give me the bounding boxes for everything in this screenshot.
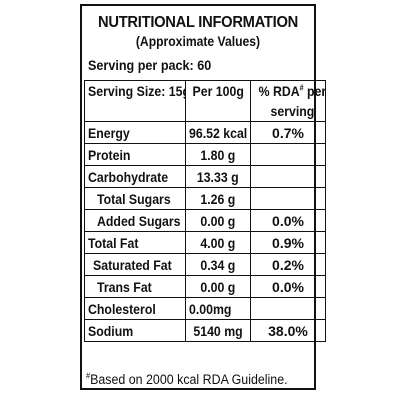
label-title: NUTRITIONAL INFORMATION	[98, 14, 298, 31]
nutrient-rda: 0.0%	[250, 275, 326, 298]
nutrient-rda	[250, 187, 326, 210]
nutrient-per100: 96.52 kcal	[185, 121, 251, 144]
table-row: Sodium 5140 mg 38.0%	[84, 319, 326, 342]
nutrient-rda	[250, 143, 326, 166]
nutrient-name: Carbohydrate	[84, 165, 186, 188]
nutrient-rda: 0.0%	[250, 209, 326, 232]
nutrient-per100: 1.26 g	[185, 187, 251, 210]
nutrient-rda	[250, 165, 326, 188]
table-row: Total Fat 4.00 g 0.9%	[84, 231, 326, 254]
table-row: Added Sugars 0.00 g 0.0%	[84, 209, 326, 232]
nutrient-rda: 0.9%	[250, 231, 326, 254]
table-row: Protein 1.80 g	[84, 143, 326, 166]
nutrient-name: Added Sugars	[84, 209, 186, 232]
nutrient-per100: 1.80 g	[185, 143, 251, 166]
nutrient-rda: 0.2%	[250, 253, 326, 276]
table-row: Energy 96.52 kcal 0.7%	[84, 121, 326, 144]
nutrition-table: Serving Size: 15g Per 100g % RDA# per ser…	[84, 80, 326, 342]
label-subtitle: (Approximate Values)	[135, 34, 261, 49]
footnote: #Based on 2000 kcal RDA Guideline.	[86, 371, 288, 387]
nutrient-per100: 0.34 g	[185, 253, 251, 276]
table-row: Trans Fat 0.00 g 0.0%	[84, 275, 326, 298]
nutrient-per100: 0.00mg	[185, 297, 251, 320]
nutrient-name: Total Sugars	[84, 187, 186, 210]
nutrient-per100: 0.00 g	[185, 209, 251, 232]
nutrient-name: Energy	[84, 121, 186, 144]
table-row: Total Sugars 1.26 g	[84, 187, 326, 210]
nutrient-per100: 13.33 g	[185, 165, 251, 188]
nutrient-name: Cholesterol	[84, 297, 186, 320]
nutrient-rda: 0.7%	[250, 121, 326, 144]
nutrient-rda: 38.0%	[250, 319, 326, 342]
serving-per-pack: Serving per pack: 60	[88, 57, 212, 73]
nutrient-per100: 0.00 g	[185, 275, 251, 298]
header-per-100g: Per 100g	[185, 80, 251, 122]
nutrient-rda	[250, 297, 326, 320]
nutrient-per100: 5140 mg	[185, 319, 251, 342]
nutrient-name: Protein	[84, 143, 186, 166]
table-row: Carbohydrate 13.33 g	[84, 165, 326, 188]
header-serving-size: Serving Size: 15g	[84, 80, 186, 122]
nutrient-name: Total Fat	[84, 231, 186, 254]
nutrient-per100: 4.00 g	[185, 231, 251, 254]
table-header-row: Serving Size: 15g Per 100g % RDA# per ser…	[84, 80, 326, 122]
nutrient-name: Saturated Fat	[84, 253, 186, 276]
table-row: Saturated Fat 0.34 g 0.2%	[84, 253, 326, 276]
nutrient-name: Trans Fat	[84, 275, 186, 298]
table-row: Cholesterol 0.00mg	[84, 297, 326, 320]
header-rda: % RDA# per serving	[250, 80, 326, 122]
nutrition-label: NUTRITIONAL INFORMATION (Approximate Val…	[80, 4, 326, 390]
nutrient-name: Sodium	[84, 319, 186, 342]
